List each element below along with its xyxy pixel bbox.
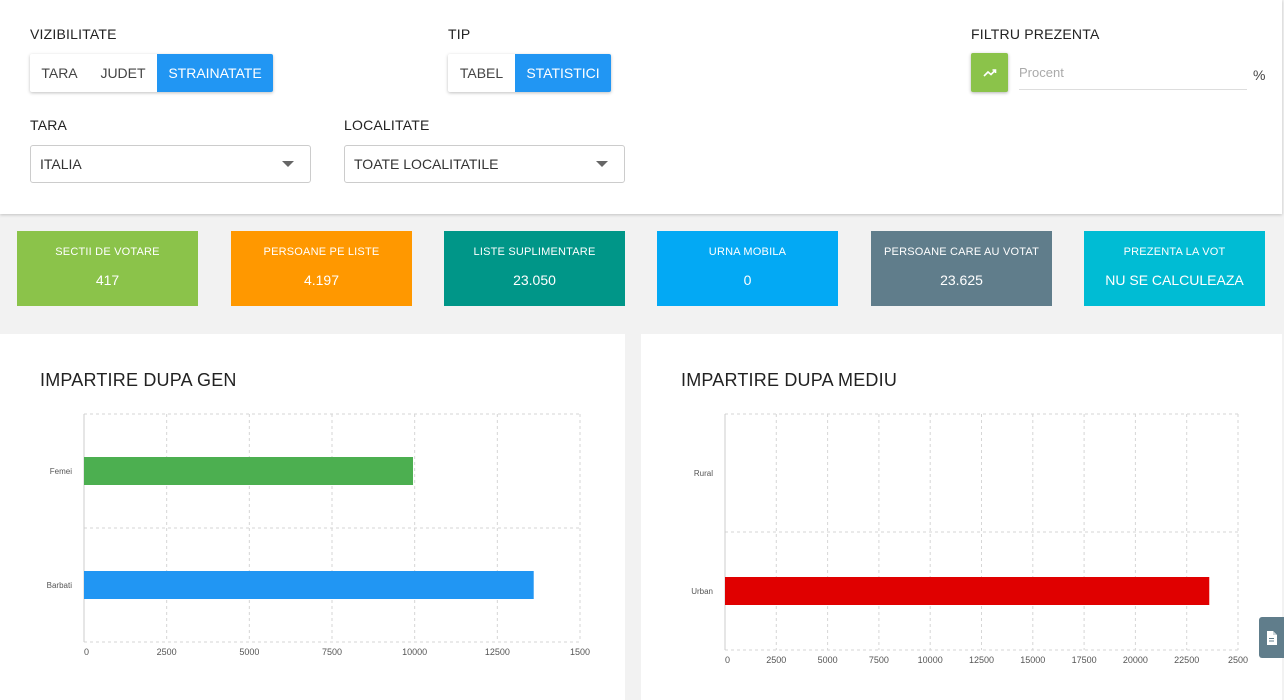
x-tick-label: 20000 bbox=[1123, 655, 1148, 665]
stat-card-supplementary-lists: LISTE SUPLIMENTARE 23.050 bbox=[444, 231, 625, 306]
x-tick-label: 15000 bbox=[1020, 655, 1045, 665]
stat-card-mobile-urn: URNA MOBILA 0 bbox=[657, 231, 838, 306]
dropdown-caret-icon bbox=[596, 161, 608, 167]
stat-title: PERSOANE PE LISTE bbox=[263, 246, 380, 258]
x-tick-label: 10000 bbox=[918, 655, 943, 665]
stat-card-persons-on-lists: PERSOANE PE LISTE 4.197 bbox=[231, 231, 412, 306]
stat-value: NU SE CALCULEAZA bbox=[1105, 272, 1244, 288]
stat-value: 0 bbox=[743, 272, 752, 288]
trending-up-icon bbox=[982, 68, 996, 77]
percent-input[interactable] bbox=[1019, 56, 1247, 90]
y-category-label: Rural bbox=[694, 469, 713, 478]
x-tick-label: 7500 bbox=[869, 655, 889, 665]
stat-title: LISTE SUPLIMENTARE bbox=[473, 246, 596, 258]
locality-select[interactable]: TOATE LOCALITATILE bbox=[344, 145, 625, 183]
country-label: TARA bbox=[30, 117, 68, 133]
dropdown-caret-icon bbox=[282, 161, 294, 167]
stat-title: PERSOANE CARE AU VOTAT bbox=[884, 246, 1039, 258]
x-tick-label: 7500 bbox=[322, 647, 342, 657]
x-tick-label: 12500 bbox=[485, 647, 510, 657]
stat-value: 23.050 bbox=[513, 272, 556, 288]
filters-panel: VIZIBILITATE TARA JUDET STRAINATATE TIP … bbox=[0, 0, 1282, 214]
x-tick-label: 10000 bbox=[402, 647, 427, 657]
presence-filter-label: FILTRU PREZENTA bbox=[971, 26, 1100, 42]
y-category-label: Barbati bbox=[47, 581, 73, 590]
stat-title: URNA MOBILA bbox=[708, 246, 787, 258]
x-tick-label: 0 bbox=[84, 647, 89, 657]
country-select-value: ITALIA bbox=[40, 156, 82, 172]
chart-title: IMPARTIRE DUPA MEDIU bbox=[681, 370, 898, 390]
bar bbox=[725, 577, 1210, 605]
type-toggle-group: TABEL STATISTICI bbox=[448, 54, 611, 92]
y-category-label: Femei bbox=[50, 467, 72, 476]
chart-title: IMPARTIRE DUPA GEN bbox=[40, 370, 237, 390]
bar bbox=[84, 457, 414, 485]
x-tick-label: 22500 bbox=[1174, 655, 1199, 665]
y-category-label: Urban bbox=[691, 587, 713, 596]
x-tick-label: 2500 bbox=[1228, 655, 1248, 665]
gender-chart-panel: IMPARTIRE DUPA GEN 0 2500 5000 7500 10000 125… bbox=[0, 334, 625, 700]
document-icon bbox=[1267, 630, 1277, 645]
stat-value: 4.197 bbox=[303, 272, 340, 288]
x-tick-label: 1500 bbox=[570, 647, 590, 657]
environment-bar-chart: 0 2500 5000 7500 10000 12500 15000 17500 20000 22… bbox=[691, 413, 1248, 665]
x-tick-label: 0 bbox=[725, 655, 730, 665]
document-side-button[interactable] bbox=[1259, 617, 1284, 658]
stat-card-turnout: PREZENTA LA VOT NU SE CALCULEAZA bbox=[1084, 231, 1265, 306]
environment-chart-panel: IMPARTIRE DUPA MEDIU 0 2500 5000 7500 10000 1… bbox=[641, 334, 1282, 700]
stat-value: 23.625 bbox=[940, 272, 983, 288]
country-select[interactable]: ITALIA bbox=[30, 145, 311, 183]
stat-card-persons-voted: PERSOANE CARE AU VOTAT 23.625 bbox=[871, 231, 1052, 306]
visibility-judet-button[interactable]: JUDET bbox=[100, 65, 146, 81]
bar bbox=[84, 571, 534, 599]
locality-select-value: TOATE LOCALITATILE bbox=[354, 156, 499, 172]
x-tick-label: 5000 bbox=[818, 655, 838, 665]
stat-card-voting-sections: SECTII DE VOTARE 417 bbox=[17, 231, 198, 306]
visibility-label: VIZIBILITATE bbox=[30, 26, 117, 42]
stat-title: PREZENTA LA VOT bbox=[1123, 246, 1226, 258]
percent-unit: % bbox=[1253, 67, 1266, 83]
stat-value: 417 bbox=[95, 272, 120, 288]
type-tabel-button[interactable]: TABEL bbox=[459, 65, 504, 81]
x-tick-label: 2500 bbox=[766, 655, 786, 665]
visibility-tara-button[interactable]: TARA bbox=[41, 65, 78, 81]
stat-title: SECTII DE VOTARE bbox=[55, 246, 160, 258]
visibility-toggle-group: TARA JUDET STRAINATATE bbox=[30, 54, 273, 92]
trend-filter-button[interactable] bbox=[971, 53, 1008, 92]
x-tick-label: 5000 bbox=[239, 647, 259, 657]
locality-label: LOCALITATE bbox=[344, 117, 430, 133]
gender-bar-chart: 0 2500 5000 7500 10000 12500 1500 Femei Barbati bbox=[47, 413, 590, 657]
type-statistici-button[interactable]: STATISTICI bbox=[515, 54, 611, 92]
type-label: TIP bbox=[448, 26, 471, 42]
x-tick-label: 2500 bbox=[157, 647, 177, 657]
visibility-strainatate-button[interactable]: STRAINATATE bbox=[157, 54, 273, 92]
x-tick-label: 12500 bbox=[969, 655, 994, 665]
x-tick-label: 17500 bbox=[1072, 655, 1097, 665]
